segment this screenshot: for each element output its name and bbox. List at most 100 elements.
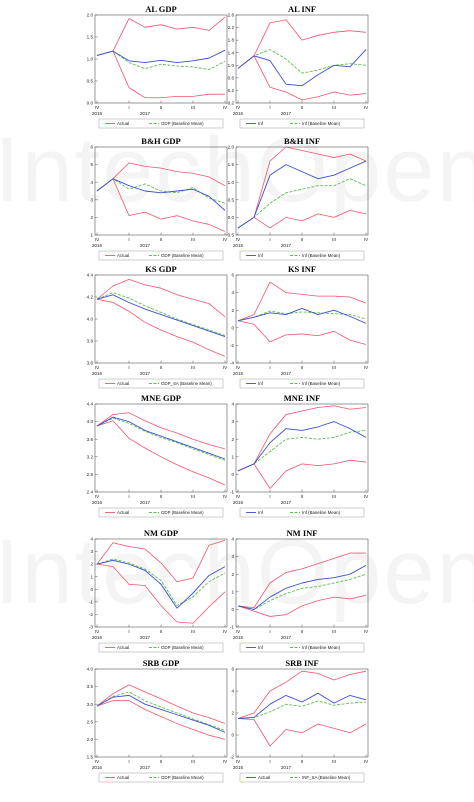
chart-panel-bandh-gdp: B&H GDP 1 2 3 4 5 6 IV I II III IV 2016 2017 Actual GDP… [73, 136, 231, 280]
legend-label: GDP (Baseline Mean) [161, 510, 204, 515]
x-tick-label: II [160, 629, 163, 634]
series-line-actual [96, 416, 226, 460]
series-line-baseline-mean [96, 558, 226, 607]
x-tick-label: IV [364, 105, 369, 110]
x-tick-label: III [191, 365, 195, 370]
chart-title: NM GDP [144, 528, 178, 538]
legend-label: Inf (Baseline Mean) [302, 381, 341, 386]
legend-label: Inf [258, 645, 264, 650]
chart-title: NM INF [287, 528, 318, 538]
y-tick-label: -2 [230, 755, 235, 760]
y-tick-label: 2 [231, 437, 234, 442]
y-tick-label: 4.0 [87, 317, 94, 322]
x-tick-label: I [269, 237, 270, 242]
confidence-band-upper [96, 162, 226, 192]
legend-label: GDP (Baseline Mean) [161, 121, 204, 126]
y-tick-label: 2 [231, 711, 234, 716]
x-year-label: 2016 [233, 243, 244, 248]
series-line-baseline-mean [96, 417, 226, 461]
y-tick-label: 3.0 [87, 702, 94, 707]
chart-panel-nm-gdp: NM GDP -3 -2 -1 0 1 2 3 4 IV I II III IV 2016 2017 Actua… [73, 528, 231, 672]
confidence-band-lower [237, 209, 367, 229]
legend-box [239, 250, 365, 261]
x-tick-label: IV [364, 365, 369, 370]
x-tick-label: IV [236, 237, 241, 242]
y-tick-label: 6 [231, 667, 234, 672]
confidence-band-upper [237, 405, 367, 472]
y-tick-label: 0 [231, 733, 234, 738]
chart-title: B&H INF [284, 136, 320, 146]
chart-svg: B&H INF-0.50.00.51.01.52.0IV I II III IV2016… [226, 136, 369, 261]
legend-box [98, 250, 224, 261]
series-line-actual [237, 421, 367, 472]
y-tick-label: 1 [231, 454, 234, 459]
y-tick-label: 0 [90, 587, 93, 592]
legend-box [239, 378, 365, 389]
y-tick-label: -0.5 [226, 233, 234, 238]
y-tick-label: 2.8 [87, 472, 94, 477]
legend-label: GDP (Baseline Mean) [161, 775, 204, 780]
x-tick-label: II [301, 494, 304, 499]
y-tick-label: 1.5 [87, 35, 94, 40]
x-year-label: 2017 [281, 635, 292, 640]
series-line-baseline-mean [237, 573, 367, 610]
x-tick-label: IV [236, 629, 241, 634]
plot-frame [235, 274, 369, 364]
y-tick-label: -1 [230, 490, 235, 495]
y-tick-label: 6 [231, 273, 234, 278]
y-tick-label: 2.0 [87, 13, 94, 18]
y-tick-label: -3 [89, 625, 94, 630]
plot-frame [235, 403, 369, 493]
confidence-band-upper [96, 684, 226, 724]
y-tick-label: 6 [90, 145, 93, 150]
x-tick-label: IV [236, 105, 241, 110]
legend-label: Inf (Baseline Mean) [302, 645, 341, 650]
y-tick-label: -0.2 [226, 101, 234, 106]
x-tick-label: IV [364, 494, 369, 499]
legend-box [239, 118, 365, 129]
confidence-band-lower [237, 594, 367, 617]
x-year-label: 2017 [140, 243, 151, 248]
series-line-baseline-mean [96, 292, 226, 336]
y-tick-label: 3 [231, 554, 234, 559]
x-year-label: 2016 [92, 371, 103, 376]
confidence-band-upper [237, 146, 367, 229]
legend-label: Inf (Baseline Mean) [302, 121, 341, 126]
legend-label: Actual [258, 775, 270, 780]
x-tick-label: IV [364, 759, 369, 764]
x-tick-label: III [191, 629, 195, 634]
confidence-band-upper [237, 552, 366, 609]
x-tick-label: II [301, 759, 304, 764]
y-tick-label: 3.6 [87, 437, 94, 442]
chart-title: SRB GDP [143, 658, 180, 668]
x-year-label: 2016 [233, 765, 244, 770]
x-tick-label: III [332, 105, 336, 110]
x-year-label: 2016 [92, 243, 103, 248]
series-line-actual [237, 49, 367, 87]
x-tick-label: I [269, 629, 270, 634]
y-tick-label: 3 [90, 549, 93, 554]
plot-frame [235, 146, 369, 236]
x-year-label: 2017 [281, 243, 292, 248]
chart-panel-mne-gdp: MNE GDP 2.4 2.8 3.2 3.6 4.0 4.4 IV I II III IV 2016 2… [73, 393, 231, 537]
y-tick-label: 4 [231, 402, 234, 407]
legend-label: GDP (Baseline Mean) [161, 253, 204, 258]
chart-panel-srb-inf: SRB INF -2 0 2 4 6 IV I II III IV 2016 2017 Actual INF… [214, 658, 372, 802]
y-tick-label: 1 [231, 589, 234, 594]
x-tick-label: II [160, 494, 163, 499]
x-tick-label: I [269, 365, 270, 370]
y-tick-label: 3.2 [87, 454, 94, 459]
chart-title: MNE INF [284, 393, 321, 403]
x-tick-label: IV [95, 237, 100, 242]
x-tick-label: III [332, 494, 336, 499]
y-tick-label: 0 [231, 607, 234, 612]
legend-label: Actual [117, 381, 129, 386]
legend-label: Actual [117, 510, 129, 515]
x-tick-label: II [301, 237, 304, 242]
x-tick-label: IV [223, 237, 228, 242]
x-tick-label: I [128, 629, 129, 634]
x-tick-label: III [332, 365, 336, 370]
